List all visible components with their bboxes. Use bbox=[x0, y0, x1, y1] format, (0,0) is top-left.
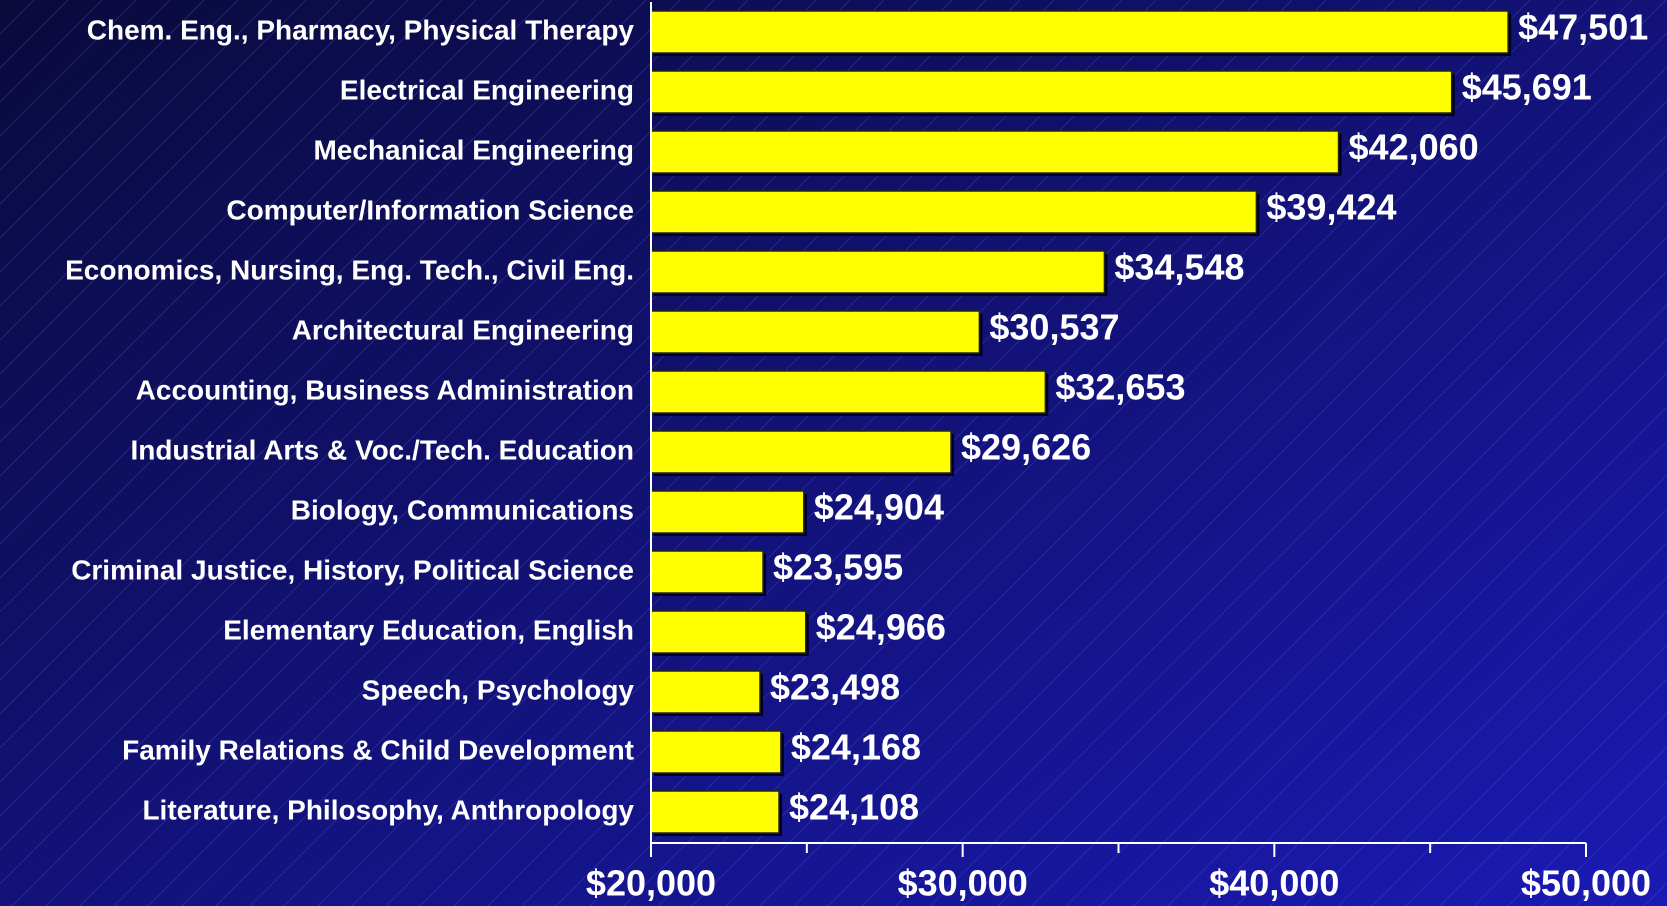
bar bbox=[650, 310, 981, 354]
category-label: Criminal Justice, History, Political Sci… bbox=[71, 554, 634, 585]
value-label: $45,691 bbox=[1462, 67, 1592, 108]
bar bbox=[650, 790, 780, 834]
category-label: Mechanical Engineering bbox=[313, 134, 634, 165]
category-label: Economics, Nursing, Eng. Tech., Civil En… bbox=[65, 254, 634, 285]
bar bbox=[650, 130, 1340, 174]
category-label: Elementary Education, English bbox=[223, 614, 634, 645]
bar bbox=[650, 370, 1047, 414]
bar bbox=[650, 10, 1509, 54]
value-label: $39,424 bbox=[1266, 187, 1396, 228]
value-label: $24,904 bbox=[814, 487, 944, 528]
bar bbox=[650, 190, 1258, 234]
value-label: $30,537 bbox=[989, 307, 1119, 348]
category-label: Literature, Philosophy, Anthropology bbox=[142, 794, 634, 825]
x-tick-label: $40,000 bbox=[1209, 863, 1339, 904]
value-label: $47,501 bbox=[1518, 7, 1648, 48]
bar bbox=[650, 430, 952, 474]
bar bbox=[650, 550, 764, 594]
bar bbox=[650, 670, 761, 714]
category-label: Biology, Communications bbox=[291, 494, 634, 525]
bar bbox=[650, 610, 807, 654]
value-label: $24,168 bbox=[791, 727, 921, 768]
value-label: $23,595 bbox=[773, 547, 903, 588]
value-label: $24,108 bbox=[789, 787, 919, 828]
x-tick-label: $50,000 bbox=[1521, 863, 1651, 904]
category-label: Chem. Eng., Pharmacy, Physical Therapy bbox=[87, 14, 635, 45]
category-label: Electrical Engineering bbox=[340, 74, 634, 105]
category-label: Industrial Arts & Voc./Tech. Education bbox=[130, 434, 634, 465]
value-label: $34,548 bbox=[1114, 247, 1244, 288]
category-label: Family Relations & Child Development bbox=[122, 734, 634, 765]
category-label: Accounting, Business Administration bbox=[136, 374, 634, 405]
value-label: $23,498 bbox=[770, 667, 900, 708]
bar bbox=[650, 70, 1453, 114]
bar bbox=[650, 250, 1106, 294]
category-label: Architectural Engineering bbox=[292, 314, 634, 345]
category-label: Speech, Psychology bbox=[362, 674, 635, 705]
value-label: $29,626 bbox=[961, 427, 1091, 468]
bar bbox=[650, 730, 782, 774]
category-label: Computer/Information Science bbox=[226, 194, 634, 225]
value-label: $32,653 bbox=[1055, 367, 1185, 408]
value-label: $24,966 bbox=[816, 607, 946, 648]
value-label: $42,060 bbox=[1349, 127, 1479, 168]
x-tick-label: $20,000 bbox=[586, 863, 716, 904]
x-tick-label: $30,000 bbox=[898, 863, 1028, 904]
bar bbox=[650, 490, 805, 534]
